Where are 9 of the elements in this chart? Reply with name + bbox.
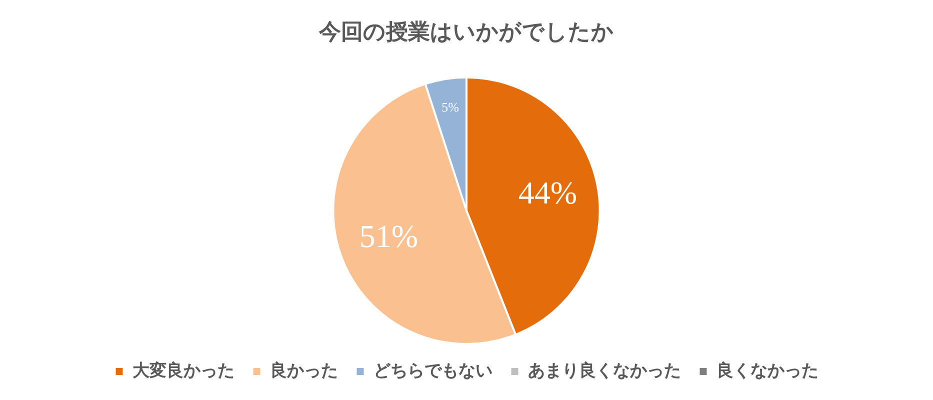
legend-label: どちらでもない: [373, 360, 492, 380]
legend-label: 大変良かった: [132, 360, 234, 380]
data-label: 5%: [442, 99, 460, 114]
chart-title: 今回の授業はいかがでしたか: [318, 18, 614, 44]
legend-label: 良かった: [270, 360, 338, 380]
legend-label: あまり良くなかった: [528, 360, 681, 380]
data-label: 44%: [518, 174, 578, 211]
legend-label: 良くなかった: [716, 360, 818, 380]
data-label: 51%: [359, 218, 418, 254]
